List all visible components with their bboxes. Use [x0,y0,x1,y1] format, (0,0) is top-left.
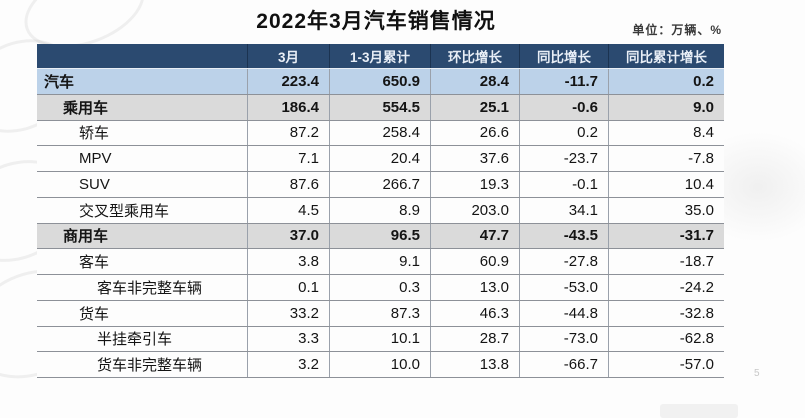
table-row: 货车非完整车辆 3.2 10.0 13.8 -66.7 -57.0 [37,352,724,378]
row-value: -7.8 [688,150,714,168]
row-value: 0.2 [693,72,714,90]
row-label: SUV [37,172,248,197]
row-value: 10.1 [330,326,431,352]
column-header-march: 3月 [248,44,330,68]
table-row: 商用车 37.0 96.5 47.7 -43.5 -31.7 [37,223,724,250]
row-value: 37.6 [431,146,520,171]
row-label: 货车非完整车辆 [37,352,248,377]
row-value: 3.3 [248,326,330,352]
row-label: 轿车 [37,120,248,146]
row-value: -57.0 [679,356,714,374]
row-value: -43.5 [520,223,609,249]
row-value: 0.2 [520,120,609,146]
table-row: 货车 33.2 87.3 46.3 -44.8 -32.8 [37,300,724,327]
row-label: 汽车 [37,69,248,94]
row-value: 554.5 [330,94,431,120]
row-value: 34.1 [520,197,609,223]
table-row: MPV 7.1 20.4 37.6 -23.7 -7.8 [37,146,724,172]
row-value: 26.6 [431,120,520,146]
table-row: 交叉型乘用车 4.5 8.9 203.0 34.1 35.0 [37,197,724,224]
column-header-cumulative: 1-3月累计 [330,44,431,68]
row-value: 28.7 [431,326,520,352]
row-value: 9.1 [330,249,431,274]
table-row: 乘用车 186.4 554.5 25.1 -0.6 9.0 [37,94,724,121]
row-value: -27.8 [520,249,609,274]
row-value: 28.4 [431,69,520,94]
row-value: 258.4 [330,120,431,146]
row-label: MPV [37,146,248,171]
row-value: 96.5 [330,223,431,249]
row-value: 10.4 [684,175,714,193]
row-value: 223.4 [248,69,330,94]
table-row: SUV 87.6 266.7 19.3 -0.1 10.4 [37,172,724,198]
row-value: 47.7 [431,223,520,249]
row-label: 交叉型乘用车 [37,197,248,223]
column-header-mom-growth: 环比增长 [431,44,520,68]
row-value: -23.7 [520,146,609,171]
sales-table: 3月 1-3月累计 环比增长 同比增长 同比累计增长 汽车 223.4 650.9 2… [37,44,724,378]
row-value: 87.3 [330,300,431,326]
row-value: -24.2 [679,278,714,296]
row-value: -73.0 [520,326,609,352]
table-row: 半挂牵引车 3.3 10.1 28.7 -73.0 -62.8 [37,326,724,353]
row-value: -66.7 [520,352,609,377]
row-label: 客车非完整车辆 [37,275,248,300]
column-header-yoy-cum-growth: 同比累计增长 [626,50,707,65]
row-value: 8.9 [330,197,431,223]
row-label: 商用车 [37,223,248,249]
row-label: 乘用车 [37,94,248,120]
watermark-blob [660,404,738,418]
page-title: 2022年3月汽车销售情况 [256,10,496,33]
row-value: 13.8 [431,352,520,377]
row-value: 0.1 [248,275,330,300]
table-row: 轿车 87.2 258.4 26.6 0.2 8.4 [37,120,724,147]
row-value: 3.2 [248,352,330,377]
row-value: 60.9 [431,249,520,274]
row-value: 4.5 [248,197,330,223]
row-value: -31.7 [679,227,714,245]
row-value: -62.8 [679,330,714,348]
column-header-blank [37,44,248,68]
row-value: -0.1 [520,172,609,197]
column-header-yoy-growth: 同比增长 [520,44,609,68]
row-value: 3.8 [248,249,330,274]
row-value: 186.4 [248,94,330,120]
row-value: 0.3 [330,275,431,300]
row-value: 13.0 [431,275,520,300]
row-value: 87.6 [248,172,330,197]
row-value: 46.3 [431,300,520,326]
row-value: 203.0 [431,197,520,223]
row-value: -53.0 [520,275,609,300]
row-value: 8.4 [693,124,714,142]
table-row: 汽车 223.4 650.9 28.4 -11.7 0.2 [37,69,724,95]
row-value: 87.2 [248,120,330,146]
row-label: 货车 [37,300,248,326]
row-value: 25.1 [431,94,520,120]
row-value: 20.4 [330,146,431,171]
table-header-row: 3月 1-3月累计 环比增长 同比增长 同比累计增长 [37,44,724,69]
row-label: 客车 [37,249,248,274]
row-value: 37.0 [248,223,330,249]
row-value: 33.2 [248,300,330,326]
row-value: 7.1 [248,146,330,171]
row-value: -32.8 [679,304,714,322]
row-value: 266.7 [330,172,431,197]
row-value: 10.0 [330,352,431,377]
row-value: -18.7 [679,253,714,271]
row-value: 19.3 [431,172,520,197]
row-value: 650.9 [330,69,431,94]
row-label: 半挂牵引车 [37,326,248,352]
row-value: -0.6 [520,94,609,120]
table-row: 客车 3.8 9.1 60.9 -27.8 -18.7 [37,249,724,275]
unit-label: 单位：万辆、% [632,23,722,37]
row-value: -44.8 [520,300,609,326]
table-row: 客车非完整车辆 0.1 0.3 13.0 -53.0 -24.2 [37,275,724,301]
table-body: 汽车 223.4 650.9 28.4 -11.7 0.2 乘用车 186.4 554.5 25.… [37,69,724,378]
row-value: -11.7 [520,69,609,94]
page-number: 5 [754,368,760,379]
row-value: 35.0 [684,201,714,219]
row-value: 9.0 [693,98,714,116]
